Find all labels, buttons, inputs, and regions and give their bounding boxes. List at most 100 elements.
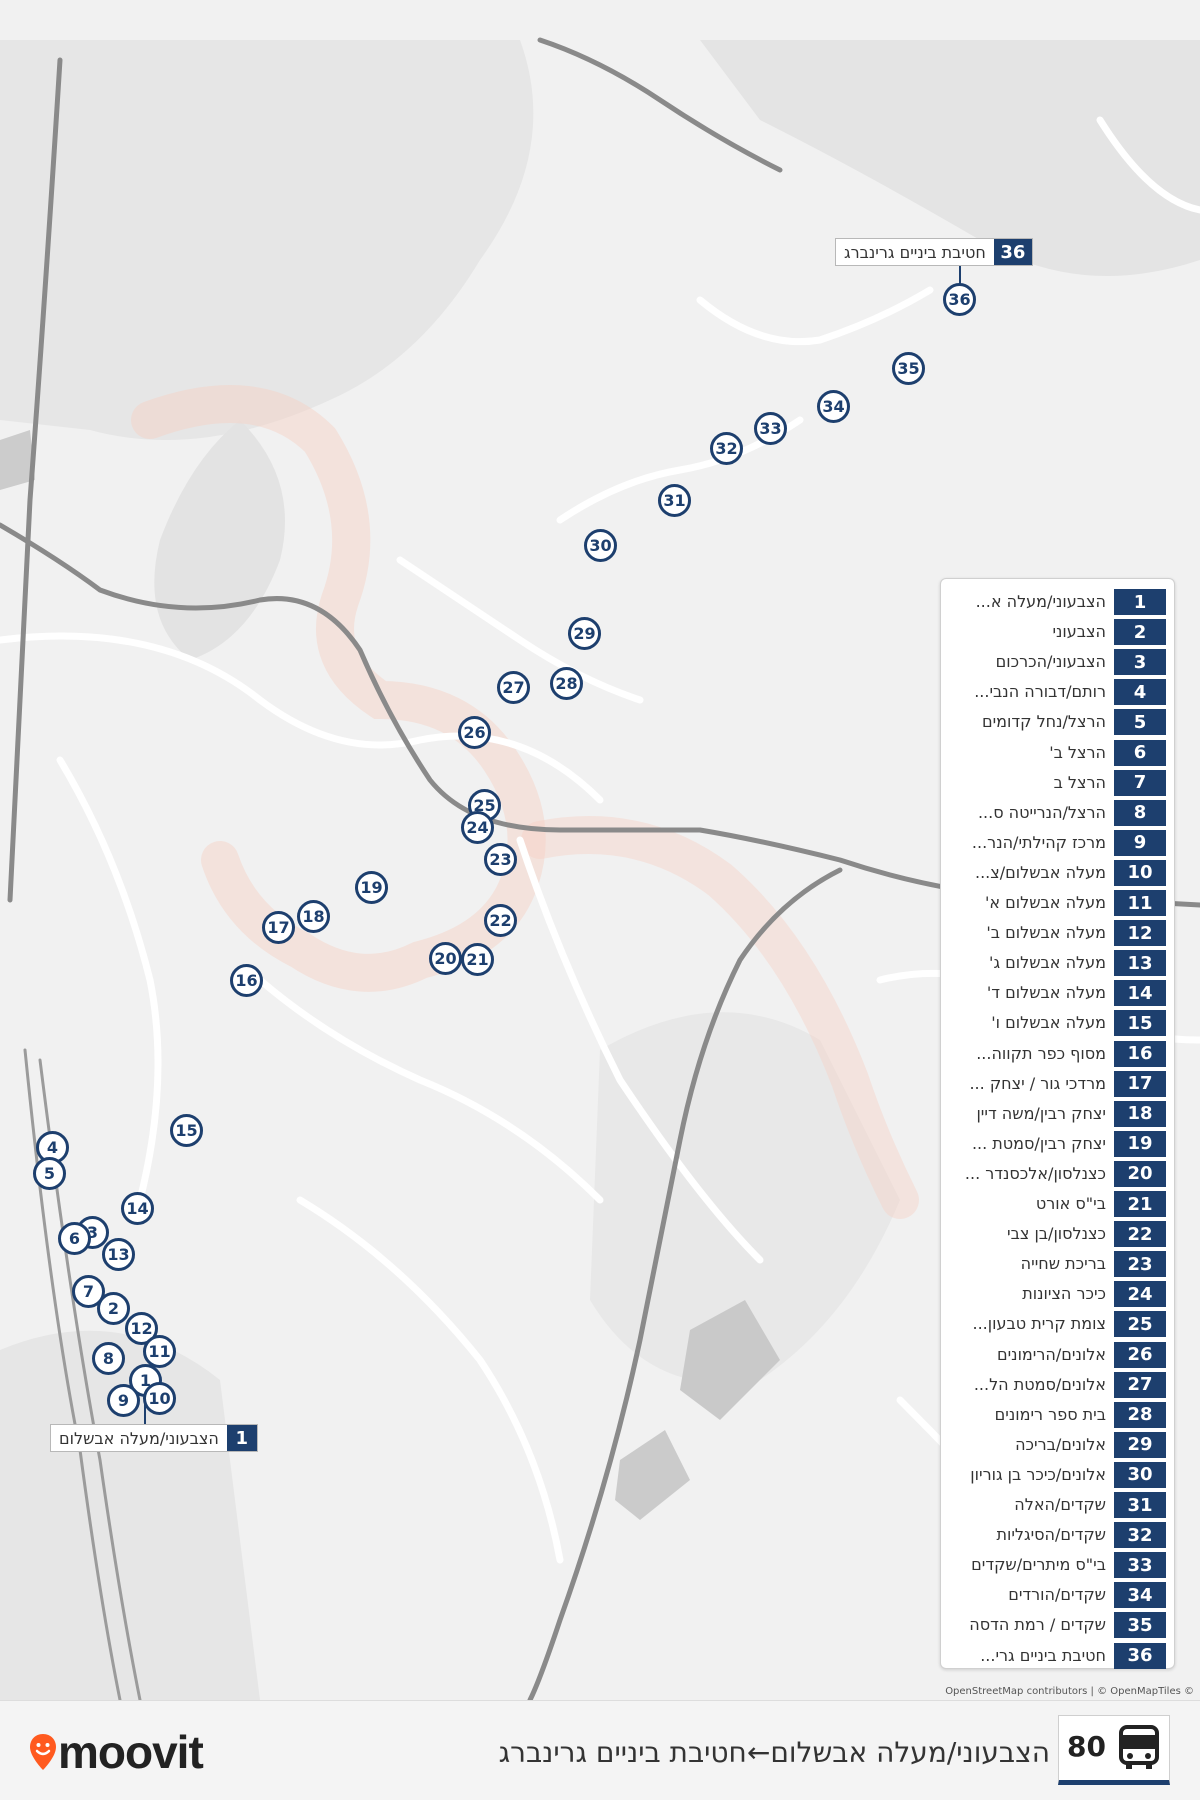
- legend-row[interactable]: 33 בי"ס מיתרים/שקדים: [951, 1552, 1166, 1579]
- stop-marker-28[interactable]: 28: [550, 667, 583, 700]
- legend-row[interactable]: 20 כצנלסון/אלכסנדר ...: [951, 1160, 1166, 1187]
- stop-marker-10[interactable]: 10: [143, 1382, 176, 1415]
- legend-row[interactable]: 21 בי"ס אורט: [951, 1191, 1166, 1217]
- legend-stop-number: 10: [1114, 859, 1166, 886]
- stop-marker-32[interactable]: 32: [710, 432, 743, 465]
- stop-marker-13[interactable]: 13: [102, 1238, 135, 1271]
- legend-row[interactable]: 10 מעלה אבשלום/צ...: [951, 859, 1166, 886]
- moovit-logo[interactable]: moovit: [28, 1726, 204, 1778]
- legend-stop-name: חטיבת ביניים גרי...: [980, 1645, 1106, 1665]
- stop-marker-27[interactable]: 27: [497, 671, 530, 704]
- stop-marker-11[interactable]: 11: [143, 1335, 176, 1368]
- legend-row[interactable]: 25 צומת קרית טבעון...: [951, 1311, 1166, 1338]
- legend-row[interactable]: 9 מרכז קהילתי/הנר...: [951, 829, 1166, 856]
- legend-stop-number: 26: [1114, 1341, 1166, 1368]
- stop-marker-19[interactable]: 19: [355, 871, 388, 904]
- legend-row[interactable]: 14 מעלה אבשלום ד': [951, 980, 1166, 1007]
- stop-marker-5[interactable]: 5: [33, 1157, 66, 1190]
- start-stop-callout[interactable]: הצבעוני/מעלה אבשלום 1: [50, 1424, 258, 1452]
- legend-stop-number: 31: [1114, 1492, 1166, 1518]
- legend-stop-name: אלונים/בריכה: [1015, 1434, 1106, 1454]
- route-badge: 80: [1058, 1715, 1170, 1785]
- legend-row[interactable]: 11 מעלה אבשלום א': [951, 890, 1166, 916]
- legend-row[interactable]: 19 יצחק רבין/סמטת ...: [951, 1130, 1166, 1157]
- legend-row[interactable]: 16 מסוף כפר תקווה...: [951, 1040, 1166, 1067]
- legend-stop-number: 1: [1114, 589, 1166, 615]
- legend-row[interactable]: 6 הרצל ב': [951, 739, 1166, 766]
- legend-row[interactable]: 15 מעלה אבשלום ו': [951, 1010, 1166, 1037]
- legend-stop-name: רותם/דבורה הנבי...: [974, 682, 1106, 702]
- legend-row[interactable]: 24 כיכר הציונות: [951, 1281, 1166, 1308]
- legend-row[interactable]: 36 חטיבת ביניים גרי...: [951, 1642, 1166, 1669]
- stop-marker-24[interactable]: 24: [461, 811, 494, 844]
- legend-row[interactable]: 18 יצחק רבין/משה דיין: [951, 1100, 1166, 1127]
- legend-stop-number: 21: [1114, 1191, 1166, 1217]
- legend-row[interactable]: 29 אלונים/בריכה: [951, 1431, 1166, 1458]
- legend-row[interactable]: 23 בריכת שחייה: [951, 1251, 1166, 1278]
- stop-marker-23[interactable]: 23: [484, 843, 517, 876]
- legend-stop-name: אלונים/הרימונים: [996, 1344, 1106, 1364]
- legend-row[interactable]: 17 מרדכי גור / יצחק ...: [951, 1070, 1166, 1097]
- stop-marker-26[interactable]: 26: [458, 716, 491, 749]
- legend-row[interactable]: 31 שקדים/האלה: [951, 1492, 1166, 1518]
- legend-row[interactable]: 5 הרצל/נחל קדומים: [951, 709, 1166, 736]
- stop-marker-9[interactable]: 9: [107, 1384, 140, 1417]
- legend-row[interactable]: 1 הצבעוני/מעלה א...: [951, 589, 1166, 615]
- legend-stop-number: 32: [1114, 1522, 1166, 1549]
- legend-stop-name: מסוף כפר תקווה...: [976, 1043, 1106, 1063]
- legend-row[interactable]: 27 אלונים/סמטת הל...: [951, 1371, 1166, 1398]
- legend-row[interactable]: 8 הרצל/הנרייטה ס...: [951, 799, 1166, 826]
- stop-marker-8[interactable]: 8: [92, 1342, 125, 1375]
- legend-row[interactable]: 34 שקדים/הורדים: [951, 1582, 1166, 1609]
- stop-marker-34[interactable]: 34: [817, 390, 850, 423]
- stop-marker-22[interactable]: 22: [484, 904, 517, 937]
- legend-stop-number: 15: [1114, 1010, 1166, 1037]
- legend-stop-number: 16: [1114, 1040, 1166, 1067]
- stop-marker-30[interactable]: 30: [584, 529, 617, 562]
- legend-row[interactable]: 2 הצבעוני: [951, 619, 1166, 646]
- legend-stop-number: 3: [1114, 649, 1166, 676]
- legend-stop-number: 23: [1114, 1251, 1166, 1278]
- legend-row[interactable]: 28 בית ספר רימונים: [951, 1401, 1166, 1428]
- map-attribution[interactable]: OpenStreetMap contributors | © OpenMapTi…: [945, 1686, 1194, 1697]
- stop-marker-6[interactable]: 6: [58, 1222, 91, 1255]
- end-stop-callout-name: חטיבת ביניים גרינברג: [844, 242, 986, 262]
- legend-row[interactable]: 4 רותם/דבורה הנבי...: [951, 679, 1166, 706]
- stop-marker-17[interactable]: 17: [262, 911, 295, 944]
- stop-marker-36[interactable]: 36: [943, 283, 976, 316]
- stop-marker-16[interactable]: 16: [230, 964, 263, 997]
- legend-stop-name: בי"ס מיתרים/שקדים: [971, 1555, 1106, 1575]
- stop-marker-2[interactable]: 2: [97, 1292, 130, 1325]
- legend-stop-name: הרצל/הנרייטה ס...: [977, 802, 1106, 822]
- legend-row[interactable]: 30 אלונים/כיכר בן גוריון: [951, 1461, 1166, 1488]
- stop-marker-15[interactable]: 15: [170, 1114, 203, 1147]
- legend-stop-number: 7: [1114, 769, 1166, 796]
- legend-row[interactable]: 13 מעלה אבשלום ג': [951, 950, 1166, 977]
- legend-row[interactable]: 7 הרצל ב: [951, 769, 1166, 796]
- footer-divider: [0, 1700, 1200, 1701]
- stop-marker-31[interactable]: 31: [658, 484, 691, 517]
- legend-stop-number: 24: [1114, 1281, 1166, 1308]
- stop-marker-33[interactable]: 33: [754, 412, 787, 445]
- legend-row[interactable]: 35 שקדים / רמת הדסה: [951, 1612, 1166, 1639]
- legend-stop-number: 14: [1114, 980, 1166, 1007]
- route-title: הצבעוני/מעלה אבשלום←חטיבת ביניים גרינברג: [498, 1736, 1050, 1769]
- legend-stop-number: 11: [1114, 890, 1166, 916]
- stop-marker-20[interactable]: 20: [429, 942, 462, 975]
- stop-marker-35[interactable]: 35: [892, 352, 925, 385]
- stop-marker-18[interactable]: 18: [297, 900, 330, 933]
- pin-smile-icon: [30, 1734, 56, 1770]
- legend-row[interactable]: 3 הצבעוני/הכרכום: [951, 649, 1166, 676]
- end-stop-callout[interactable]: חטיבת ביניים גרינברג 36: [835, 238, 1033, 266]
- legend-row[interactable]: 12 מעלה אבשלום ב': [951, 920, 1166, 947]
- legend-stop-number: 5: [1114, 709, 1166, 736]
- legend-row[interactable]: 22 כצנלסון/בן צבי: [951, 1221, 1166, 1248]
- legend-row[interactable]: 32 שקדים/הסיגליות: [951, 1522, 1166, 1549]
- legend-stop-number: 6: [1114, 739, 1166, 766]
- stop-marker-7[interactable]: 7: [72, 1275, 105, 1308]
- legend-stop-name: שקדים/האלה: [1014, 1495, 1106, 1514]
- stop-marker-29[interactable]: 29: [568, 617, 601, 650]
- stop-marker-21[interactable]: 21: [461, 943, 494, 976]
- stop-marker-14[interactable]: 14: [121, 1192, 154, 1225]
- legend-row[interactable]: 26 אלונים/הרימונים: [951, 1341, 1166, 1368]
